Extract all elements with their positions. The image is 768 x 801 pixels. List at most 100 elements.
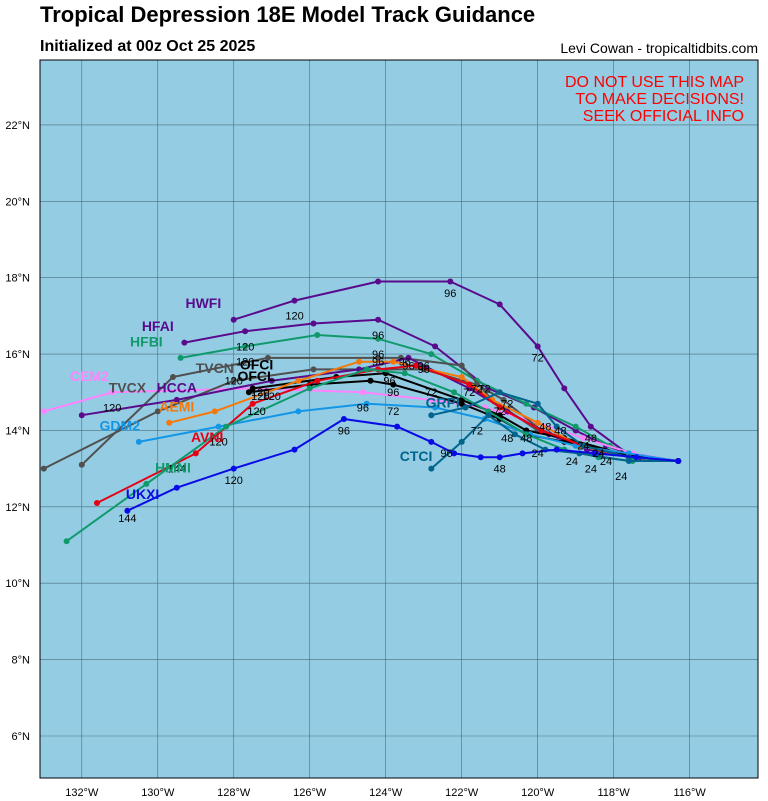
lat-lon-grid: [40, 60, 758, 778]
track-point: [587, 423, 594, 430]
track-point: [268, 377, 275, 384]
track-point: [451, 450, 458, 457]
lat-tick-label: 8°N: [12, 655, 31, 667]
lat-tick-label: 10°N: [5, 578, 30, 590]
track-ukxi[interactable]: [124, 416, 682, 514]
track-point: [340, 416, 347, 422]
forecast-hour-label: 120: [103, 402, 121, 414]
forecast-hour-label: 48: [494, 463, 506, 475]
forecast-hour-label: 120: [263, 391, 281, 403]
forecast-hour-label: 48: [501, 433, 513, 445]
lon-tick-label: 128°W: [217, 787, 251, 799]
track-point: [477, 454, 484, 461]
warning-line-2: TO MAKE DECISIONS!: [575, 91, 744, 108]
lat-tick-label: 14°N: [5, 425, 30, 437]
forecast-hour-label: 96: [383, 376, 395, 388]
track-point: [458, 374, 465, 380]
forecast-hour-label: 96: [338, 425, 350, 437]
forecast-hour-label: 24: [566, 456, 578, 468]
forecast-hour-label: 24: [577, 441, 589, 453]
author-credit: Levi Cowan - tropicaltidbits.com: [560, 40, 758, 56]
track-point: [177, 354, 184, 361]
model-name-hfai: HFAI: [142, 318, 174, 334]
forecast-hour-label: 72: [532, 353, 544, 365]
forecast-hour-label: 96: [418, 364, 430, 376]
track-point: [40, 408, 47, 415]
forecast-hour-label: 96: [399, 357, 411, 369]
forecast-hour-label: 72: [471, 425, 483, 437]
track-point: [511, 431, 518, 438]
track-point: [166, 419, 173, 426]
track-point: [40, 465, 47, 472]
track-point: [291, 446, 298, 453]
track-point: [428, 396, 435, 403]
forecast-hour-label: 144: [118, 513, 136, 525]
ocean-background: [40, 60, 758, 778]
lon-tick-label: 116°W: [673, 787, 706, 799]
track-point: [230, 316, 237, 323]
track-point: [458, 438, 465, 445]
track-point: [496, 404, 503, 411]
track-point: [390, 381, 397, 388]
track-point: [223, 423, 230, 430]
warning-line-1: DO NOT USE THIS MAP: [565, 74, 744, 91]
initialization-time: Initialized at 00z Oct 25 2025: [40, 38, 256, 55]
model-name-ctci: CTCI: [400, 448, 433, 464]
track-point: [447, 278, 454, 285]
lat-tick-label: 22°N: [5, 120, 30, 132]
model-name-tvcx: TVCX: [109, 379, 147, 395]
forecast-hour-label: 72: [501, 399, 513, 411]
forecast-hour-label: 48: [585, 433, 597, 445]
forecast-hour-label: 72: [478, 383, 490, 395]
track-point: [675, 458, 682, 464]
track-point: [245, 389, 252, 396]
model-name-ukxi: UKXI: [126, 486, 159, 502]
lon-tick-label: 122°W: [445, 787, 479, 799]
track-point: [143, 480, 150, 487]
track-point: [375, 278, 382, 285]
track-point: [230, 465, 237, 472]
track-point: [94, 500, 100, 506]
track-point: [466, 381, 473, 388]
track-point: [375, 316, 382, 323]
disclaimer-warning: DO NOT USE THIS MAP TO MAKE DECISIONS! S…: [565, 74, 744, 125]
forecast-hour-label: 96: [440, 448, 452, 460]
track-point: [523, 431, 530, 438]
forecast-hour-label: 120: [225, 376, 243, 388]
forecast-hour-label: 96: [418, 360, 430, 372]
model-name-grpi: GRPI: [426, 395, 460, 411]
lon-tick-label: 120°W: [521, 787, 555, 799]
track-point: [173, 396, 180, 403]
model-name-hfbi: HFBI: [130, 333, 163, 349]
track-point: [249, 385, 256, 392]
track-point: [553, 423, 560, 430]
lat-tick-label: 6°N: [12, 731, 31, 743]
map-title: Tropical Depression 18E Model Track Guid…: [40, 2, 536, 27]
track-point: [242, 343, 249, 350]
forecast-hour-label: 48: [539, 421, 551, 433]
model-name-aemi: AEMI: [159, 398, 194, 414]
map-frame: [39, 59, 759, 779]
forecast-hour-label: 72: [425, 387, 437, 399]
forecast-hour-label: 24: [592, 448, 604, 460]
lat-tick-label: 18°N: [5, 273, 30, 285]
forecast-hour-label: 96: [387, 387, 399, 399]
track-point: [211, 408, 218, 415]
track-line: [430, 414, 679, 470]
track-point: [242, 328, 249, 335]
track-point: [451, 389, 458, 396]
track-point: [580, 435, 587, 442]
track-point: [496, 389, 503, 396]
track-point: [432, 343, 439, 350]
track-point: [215, 423, 222, 430]
forecast-hour-label: 72: [387, 406, 399, 418]
track-point: [523, 400, 530, 407]
lon-tick-label: 130°W: [141, 787, 175, 799]
track-point: [462, 404, 469, 411]
track-point: [591, 450, 598, 457]
track-point: [401, 370, 408, 377]
track-point: [249, 400, 256, 407]
track-point: [553, 446, 560, 453]
